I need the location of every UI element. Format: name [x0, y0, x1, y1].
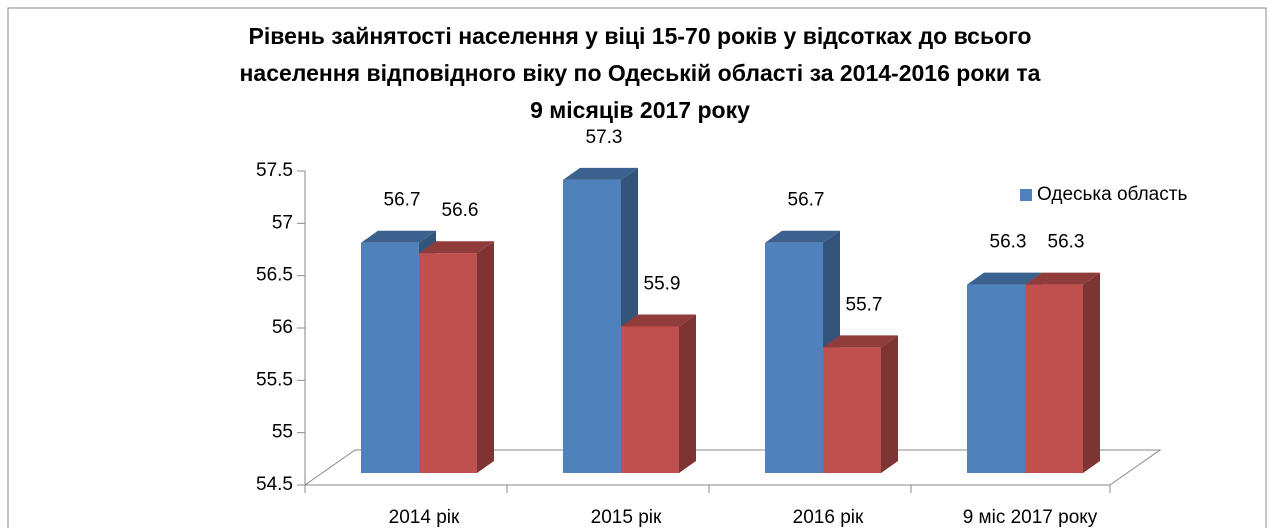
data-label: 56.6 [442, 200, 479, 221]
y-tick-label: 57.5 [256, 160, 293, 181]
y-tick-label: 56.5 [256, 265, 293, 286]
bar-top [621, 314, 696, 327]
bar-side [881, 335, 898, 473]
y-tick-label: 54.5 [256, 474, 293, 495]
bar [621, 326, 679, 473]
bar-side [477, 241, 494, 473]
bar [823, 347, 881, 473]
bar [563, 179, 621, 473]
bar-top [419, 241, 494, 254]
y-tick-label: 55 [272, 422, 293, 443]
y-tick-label: 57 [272, 212, 293, 233]
bar-top [823, 335, 898, 348]
bar-top [1025, 272, 1100, 285]
data-label: 56.3 [1048, 232, 1085, 253]
y-tick-label: 55.5 [256, 369, 293, 390]
legend-label: Одеська область [1037, 184, 1187, 205]
x-tick-label: 9 міс 2017 року [963, 507, 1098, 528]
bar-top [765, 230, 840, 243]
legend-swatch [1020, 189, 1032, 201]
bar-side [1083, 272, 1100, 473]
chart-title: населення відповідного віку по Одеській … [240, 60, 1041, 86]
bar-top [967, 272, 1042, 285]
data-label: 56.3 [990, 232, 1027, 253]
bar-top [361, 230, 436, 243]
floor [303, 449, 1162, 486]
data-label: 56.7 [384, 190, 421, 211]
x-tick-label: 2015 рік [591, 507, 662, 528]
bar-top [563, 167, 638, 180]
data-label: 56.7 [788, 190, 825, 211]
bar-side [679, 314, 696, 473]
bar [361, 242, 419, 473]
bar [765, 242, 823, 473]
x-tick-label: 2016 рік [793, 507, 864, 528]
data-label: 55.7 [846, 294, 883, 315]
chart-title: 9 місяців 2017 року [530, 97, 750, 123]
y-tick-label: 56 [272, 317, 293, 338]
bar [419, 253, 477, 473]
data-label: 55.9 [644, 273, 681, 294]
x-tick-label: 2014 рік [389, 507, 460, 528]
chart-title: Рівень зайнятості населення у віці 15-70… [249, 23, 1032, 49]
data-label: 57.3 [586, 127, 623, 148]
bar [1025, 284, 1083, 473]
bar [967, 284, 1025, 473]
